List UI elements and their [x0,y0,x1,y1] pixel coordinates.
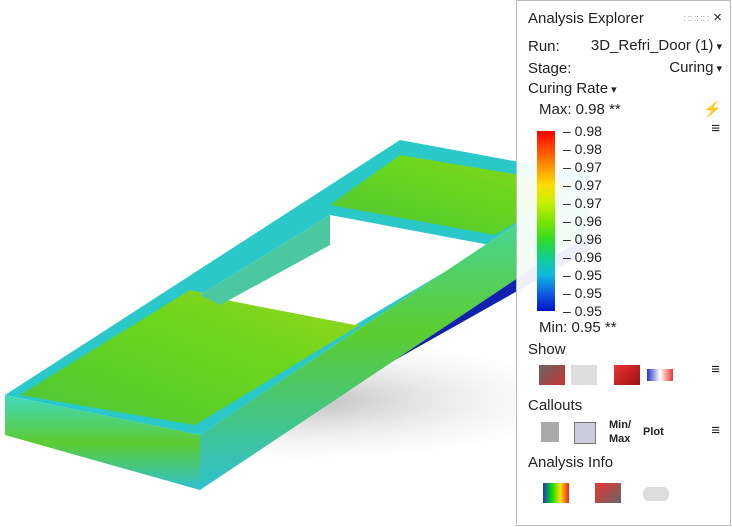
panel-title: Analysis Explorer [528,10,644,27]
max-value: Max: 0.98 ** [539,101,621,118]
plot-button[interactable]: Plot [643,426,664,438]
show-mesh-icon[interactable] [571,365,597,385]
legend-swatch [537,257,555,275]
legend-label: – 0.96 [563,231,602,247]
analysis-plot-icon[interactable] [543,483,569,503]
drag-handle-icon[interactable]: ∷∷∷∷ [683,14,710,25]
stage-label: Stage: [528,59,572,77]
legend-swatch [537,185,555,203]
legend-label: – 0.98 [563,123,602,139]
analysis-explorer-panel: Analysis Explorer ∷∷∷∷ × Run: 3D_Refri_Doo… [516,0,731,526]
legend-label: – 0.97 [563,195,602,211]
legend-label: – 0.96 [563,249,602,265]
legend-label: – 0.97 [563,177,602,193]
analysis-part-icon[interactable] [595,483,621,503]
legend-swatch [537,293,555,311]
color-legend: – 0.98 – 0.98 – 0.97 – 0.97 – 0.97 – 0.96 – 0.… [537,123,602,319]
min-value: Min: 0.95 ** [539,319,617,336]
show-menu-icon[interactable]: ≡ [711,361,720,378]
front-side [5,395,200,490]
legend-swatch [537,275,555,293]
window-opening [200,215,490,325]
legend-swatch [537,221,555,239]
legend-label: – 0.95 [563,285,602,301]
legend-label: – 0.95 [563,303,602,319]
analysis-info-heading: Analysis Info [528,454,614,471]
result-dropdown[interactable]: Curing Rate [528,80,617,99]
show-heading: Show [528,341,566,358]
callouts-heading: Callouts [528,397,583,414]
callouts-menu-icon[interactable]: ≡ [711,422,720,439]
lightning-icon[interactable]: ⚡ [703,101,722,118]
stage-dropdown[interactable]: Curing [669,59,722,78]
show-legend-icon[interactable] [647,369,673,381]
close-icon[interactable]: × [713,9,722,26]
minmax-button[interactable]: Min/ Max [609,419,631,445]
legend-swatch [537,131,555,149]
legend-label: – 0.98 [563,141,602,157]
right-side [200,175,590,490]
legend-swatch [537,203,555,221]
note-icon[interactable] [574,422,596,444]
inner-wall [200,215,330,305]
analysis-shape-icon[interactable] [643,487,669,501]
legend-swatch [537,239,555,257]
legend-swatch [537,167,555,185]
legend-label: – 0.97 [563,159,602,175]
run-label: Run: [528,37,560,55]
run-dropdown[interactable]: 3D_Refri_Door (1) [591,37,722,56]
legend-menu-icon[interactable]: ≡ [711,120,720,137]
legend-swatch [537,149,555,167]
panel-left [20,290,360,425]
show-result-icon[interactable] [614,365,640,385]
show-part-icon[interactable] [539,365,565,385]
legend-label: – 0.95 [563,267,602,283]
callout-icon[interactable] [541,422,559,442]
legend-label: – 0.96 [563,213,602,229]
